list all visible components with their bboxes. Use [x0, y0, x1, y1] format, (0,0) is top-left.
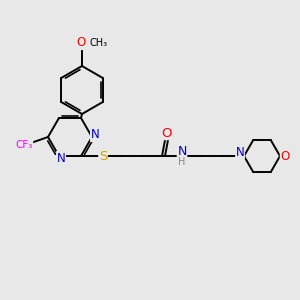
Text: O: O [76, 37, 85, 50]
Text: N: N [57, 152, 65, 165]
Text: O: O [280, 150, 290, 163]
Text: H: H [178, 157, 186, 167]
Text: CF₃: CF₃ [15, 140, 33, 150]
Text: N: N [236, 146, 244, 159]
Text: O: O [162, 127, 172, 140]
Text: N: N [177, 145, 187, 158]
Text: S: S [99, 150, 107, 163]
Text: N: N [91, 128, 99, 142]
Text: CH₃: CH₃ [90, 38, 108, 48]
